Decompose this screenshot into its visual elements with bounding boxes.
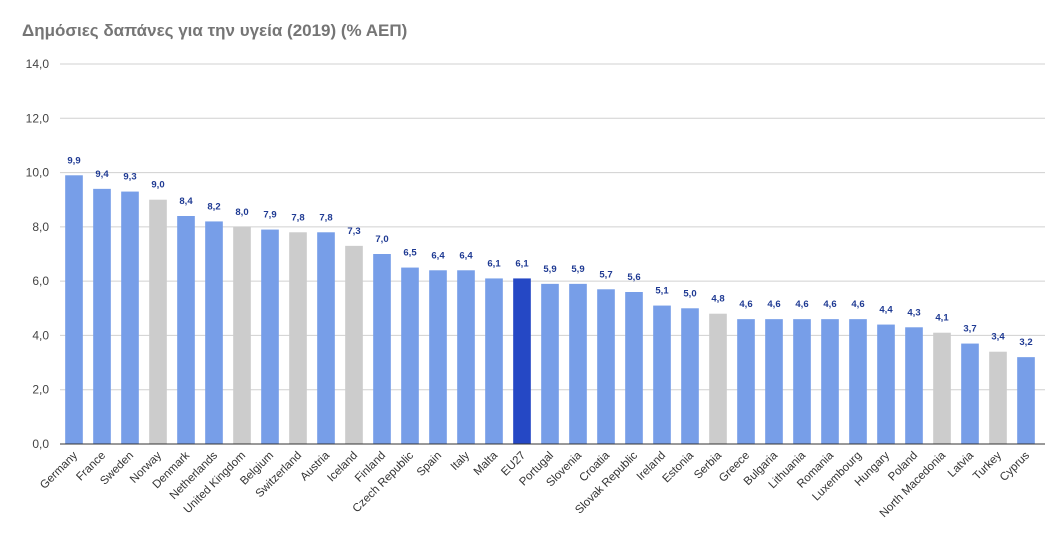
x-category-label: Spain	[415, 450, 444, 479]
data-label: 6,1	[515, 258, 529, 269]
data-label: 6,4	[431, 250, 445, 261]
data-label: 9,9	[67, 155, 80, 166]
data-label: 9,0	[151, 180, 164, 191]
data-label: 5,9	[571, 264, 584, 275]
bar	[1017, 357, 1035, 444]
bar	[485, 278, 503, 444]
data-label: 4,3	[907, 307, 920, 318]
bar	[933, 332, 951, 444]
y-tick-label: 4,0	[32, 328, 49, 342]
bar	[961, 343, 979, 444]
bar	[205, 221, 223, 444]
data-label: 6,5	[403, 248, 417, 259]
bar	[989, 351, 1007, 444]
bars	[65, 175, 1035, 445]
data-label: 5,0	[683, 288, 696, 299]
data-label: 6,4	[459, 250, 473, 261]
data-label: 4,6	[823, 299, 836, 310]
data-label: 5,9	[543, 264, 556, 275]
y-tick-label: 2,0	[32, 383, 49, 397]
data-labels: 9,9 9,4 9,3 9,0 8,4 8,2 8,0 7,9 7,8 7,8 7,3 7,0 6,5 6…	[67, 155, 1032, 348]
data-label: 4,8	[711, 294, 724, 305]
bar	[681, 308, 699, 444]
y-tick-label: 8,0	[32, 220, 49, 234]
data-label: 7,8	[291, 212, 304, 223]
bar	[625, 292, 643, 444]
x-category-label: Germany	[38, 449, 80, 491]
data-label: 7,3	[347, 226, 360, 237]
x-axis-categories: GermanyFranceSwedenNorwayDenmarkNetherla…	[38, 449, 1032, 520]
bar	[597, 289, 615, 444]
data-label: 4,6	[739, 299, 752, 310]
data-label: 3,2	[1019, 337, 1032, 348]
bar	[177, 216, 195, 444]
y-tick-label: 0,0	[32, 437, 49, 451]
x-category-label: Cyprus	[998, 449, 1032, 483]
bar	[121, 191, 139, 444]
data-label: 8,4	[179, 196, 193, 207]
y-tick-label: 6,0	[32, 274, 49, 288]
x-category-label: Italy	[449, 449, 473, 473]
bar	[401, 267, 419, 444]
data-label: 4,1	[935, 313, 949, 324]
bar	[457, 270, 475, 444]
data-label: 3,4	[991, 332, 1005, 343]
bar	[653, 305, 671, 444]
data-label: 7,9	[263, 210, 276, 221]
data-label: 5,7	[599, 269, 612, 280]
bar	[765, 319, 783, 444]
bar	[149, 199, 167, 444]
bar	[737, 319, 755, 444]
data-label: 4,6	[795, 299, 808, 310]
x-category-label: Estonia	[661, 449, 697, 485]
chart-title: Δημόσιες δαπάνες για την υγεία (2019) (%…	[22, 21, 408, 40]
bar	[429, 270, 447, 444]
bar	[513, 278, 531, 444]
y-tick-label: 10,0	[26, 166, 50, 180]
bar	[821, 319, 839, 444]
bar	[541, 283, 559, 444]
bar	[261, 229, 279, 444]
data-label: 9,3	[123, 172, 136, 183]
bar	[709, 313, 727, 444]
data-label: 4,6	[767, 299, 780, 310]
data-label: 4,6	[851, 299, 864, 310]
y-tick-label: 14,0	[26, 57, 50, 71]
bar	[317, 232, 335, 444]
bar	[793, 319, 811, 444]
bar	[877, 324, 895, 444]
bar	[569, 283, 587, 444]
data-label: 5,1	[655, 286, 669, 297]
data-label: 6,1	[487, 258, 501, 269]
data-label: 7,0	[375, 234, 388, 245]
x-category-label: Malta	[472, 449, 501, 478]
data-label: 8,2	[207, 201, 220, 212]
y-tick-label: 12,0	[26, 111, 50, 125]
bar	[373, 254, 391, 444]
bar	[65, 175, 83, 445]
bar	[345, 245, 363, 444]
data-label: 8,0	[235, 207, 248, 218]
y-axis-ticks: 0,0 2,0 4,0 6,0 8,0 10,0 12,0 14,0	[26, 57, 50, 451]
bar	[849, 319, 867, 444]
data-label: 9,4	[95, 169, 109, 180]
bar	[905, 327, 923, 444]
data-label: 3,7	[963, 324, 976, 335]
data-label: 7,8	[319, 212, 332, 223]
bar	[233, 226, 251, 444]
bar	[289, 232, 307, 444]
data-label: 5,6	[627, 272, 640, 283]
bar	[93, 188, 111, 444]
data-label: 4,4	[879, 305, 893, 316]
